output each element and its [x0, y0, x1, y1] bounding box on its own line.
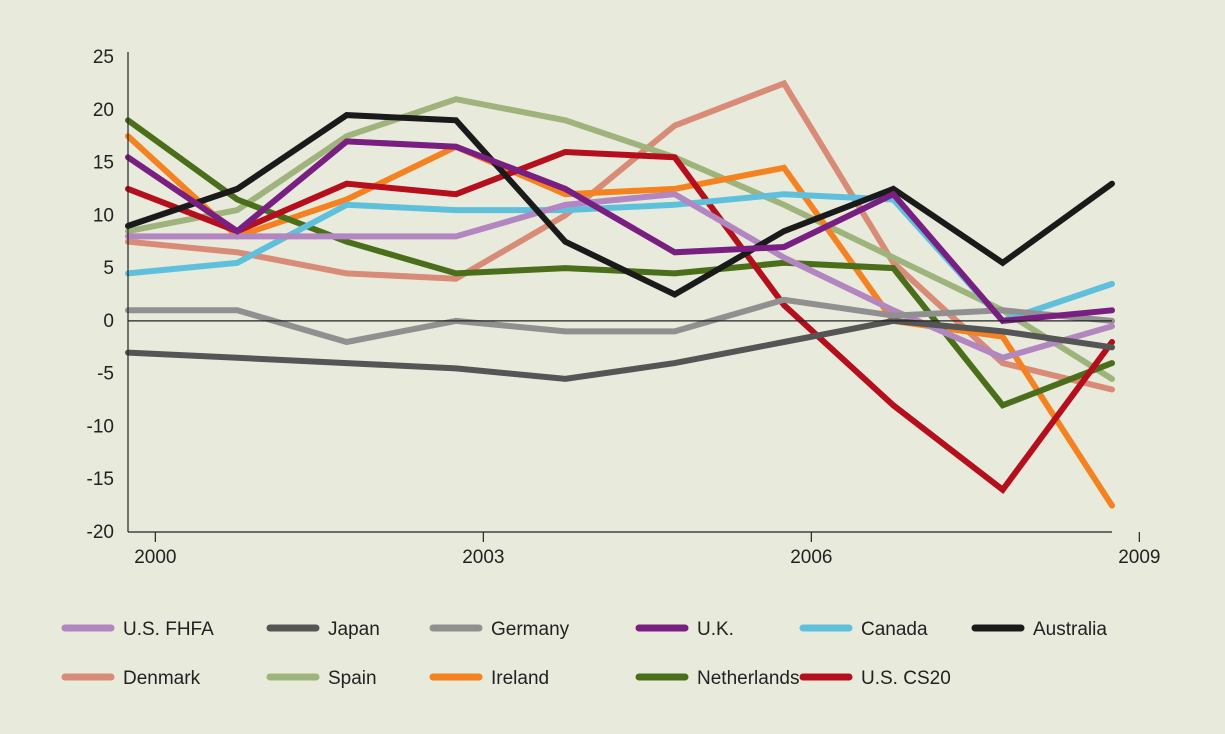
legend-label: Canada	[861, 619, 928, 640]
y-tick-label: -15	[87, 469, 114, 490]
y-tick-label: 5	[103, 258, 114, 279]
legend-label: U.S. CS20	[861, 668, 951, 689]
series-line-u-s-cs20	[125, 148, 1115, 495]
y-tick-label: 15	[93, 153, 114, 174]
y-tick-label: 0	[103, 311, 114, 332]
axis-layer: 25 20 15 10 5 0 -5 -10 -15 -20 2000 2003 2006 2009	[87, 47, 1161, 568]
legend-item-germany: Germany	[429, 619, 570, 640]
legend-item-canada: Canada	[799, 619, 928, 640]
y-tick-label: 10	[93, 205, 114, 226]
legend-label: Germany	[491, 619, 570, 640]
legend-label: Ireland	[491, 668, 549, 689]
legend-label: U.K.	[697, 619, 734, 640]
y-tick-label: 25	[93, 47, 114, 68]
y-tick-label: -10	[87, 416, 114, 437]
legend-label: U.S. FHFA	[123, 619, 214, 640]
legend-label: Japan	[328, 619, 380, 640]
legend-item-spain: Spain	[266, 668, 377, 689]
legend-item-u-s-cs20: U.S. CS20	[799, 668, 951, 689]
legend-item-australia: Australia	[971, 619, 1107, 640]
legend-item-netherlands: Netherlands	[635, 668, 799, 689]
y-tick-label: -20	[87, 522, 114, 543]
legend-label: Spain	[328, 668, 377, 689]
series-line-u-k	[125, 138, 1115, 325]
y-tick-label: 20	[93, 100, 114, 121]
x-tick-label: 2009	[1118, 547, 1160, 568]
legend: U.S. FHFA Japan Germany U.K. Canada Australia…	[61, 619, 1107, 689]
legend-label: Netherlands	[697, 668, 799, 689]
legend-item-ireland: Ireland	[429, 668, 549, 689]
legend-item-u-s-fhfa: U.S. FHFA	[61, 619, 214, 640]
legend-item-u-k: U.K.	[635, 619, 734, 640]
x-tick-label: 2003	[462, 547, 504, 568]
x-tick-label: 2006	[790, 547, 832, 568]
series-line-spain	[125, 96, 1115, 382]
legend-label: Denmark	[123, 668, 201, 689]
series-layer	[125, 79, 1115, 509]
x-tick-label: 2000	[134, 547, 176, 568]
series-line-australia	[125, 112, 1115, 298]
legend-label: Australia	[1033, 619, 1107, 640]
legend-item-japan: Japan	[266, 619, 380, 640]
y-tick-label: -5	[97, 364, 114, 385]
series-line-japan	[125, 317, 1115, 382]
series-line-u-s-fhfa	[125, 191, 1115, 361]
series-line-germany	[125, 296, 1115, 346]
legend-item-denmark: Denmark	[61, 668, 201, 689]
